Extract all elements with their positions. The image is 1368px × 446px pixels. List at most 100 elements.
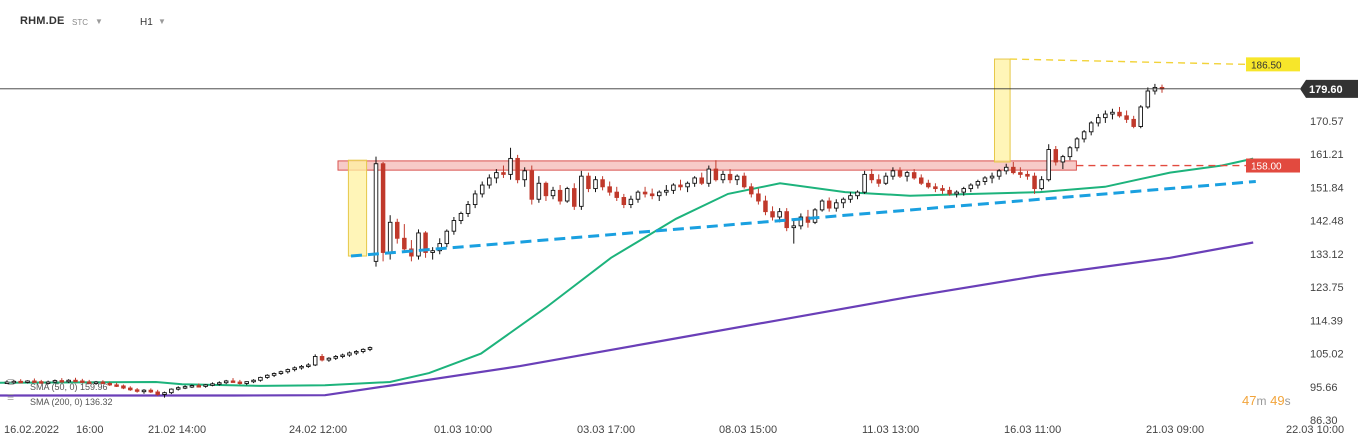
candle [812,208,818,225]
candle-body [319,356,325,361]
highlight-box-low [347,159,368,257]
candle [756,188,761,205]
candle-body [1103,113,1108,119]
candle-body [494,172,499,179]
candle [593,176,598,193]
candle-body [1067,147,1073,158]
candle [692,176,697,187]
candle-body [890,170,896,177]
candle [564,186,570,203]
candle [642,186,648,198]
candle [600,176,605,191]
legend-settings-icon[interactable]: ☰ [7,393,15,402]
candle-body [635,191,641,200]
candle-body [1096,117,1101,124]
candle-body [306,364,311,367]
candle-body [11,380,17,384]
legend-settings-icon[interactable]: ☰ [7,378,15,387]
candle [52,379,58,384]
candle [430,247,435,260]
candle [664,185,669,196]
candle-body [1081,131,1087,140]
candle [770,206,775,221]
candle [904,170,910,182]
candle [107,381,112,386]
timeframe-chevron-down-icon[interactable]: ▼ [158,17,166,26]
candle [114,382,119,387]
candle [210,382,215,387]
last-price-value: 179.60 [1309,84,1343,96]
candle-body [18,380,23,384]
candle-body [529,170,535,200]
candle [1018,167,1023,178]
candle [258,376,263,382]
timeframe-selector[interactable]: H1 [140,17,153,28]
candle [890,167,896,180]
candle-body [271,373,277,376]
candle [763,195,768,216]
candle [1131,115,1136,129]
y-tick-label: 86.30 [1310,415,1338,427]
candles-layer [4,83,1165,398]
resistance-level-badge [1246,158,1300,173]
candle [508,147,513,180]
candle-body [671,184,676,191]
candle [954,190,959,198]
candle-body [593,179,598,190]
candle [1110,108,1115,120]
candle-body [741,175,747,188]
candle-body [32,380,37,383]
candle [798,213,804,230]
legend-sma200[interactable]: SMA (200, 0) 136.32 [30,397,113,407]
candle [649,188,655,200]
candle-body [954,191,959,195]
candle-body [299,365,304,369]
candle [373,156,379,267]
candle [940,185,945,194]
candle [155,389,160,396]
candle [961,186,966,196]
symbol-name[interactable]: RHM.DE [20,15,65,27]
candle [911,169,917,180]
candle-body [557,189,563,202]
candle [947,186,952,196]
candle-body [678,184,683,188]
symbol-chevron-down-icon[interactable]: ▼ [95,17,103,26]
candle-body [621,197,627,206]
candle [968,183,974,193]
candle-body [522,170,527,181]
candle-body [749,186,754,195]
candle-body [1018,172,1023,175]
candle [148,388,154,394]
candle [614,186,620,202]
candle-body [1074,138,1080,149]
legend-sma50[interactable]: SMA (50, 0) 159.96 [30,382,108,392]
candle [1124,110,1129,123]
candle [38,379,44,384]
support-trendline [350,179,1256,258]
candle [1053,145,1059,166]
candle-body [862,173,867,193]
candle [848,192,853,203]
candle-body [1053,149,1059,163]
candle [1088,121,1094,136]
candle [380,161,386,262]
y-tick-label: 123.75 [1310,282,1344,294]
candle-body [508,157,513,175]
candle-body [416,232,421,257]
candle [360,348,366,354]
candle [826,197,832,212]
candle [25,380,30,384]
candle [855,190,860,200]
candle-body [430,250,435,253]
candle [244,381,249,386]
candle-body [1046,149,1051,181]
candle-body [93,381,99,384]
candle-body [237,381,243,384]
candle-body [572,188,577,207]
candle-body [203,384,208,387]
levels-layer: 186.50 158.00 [0,57,1300,258]
candle-body [230,380,236,383]
candle-body [940,188,945,191]
